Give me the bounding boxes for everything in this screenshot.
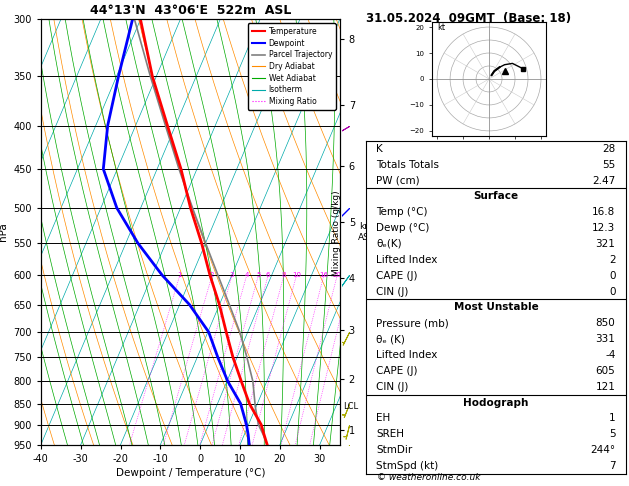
Text: 321: 321 [596,239,615,249]
Text: StmSpd (kt): StmSpd (kt) [377,461,438,471]
Text: 4: 4 [245,272,249,278]
Text: StmDir: StmDir [377,445,413,455]
Text: Temp (°C): Temp (°C) [377,207,428,217]
Text: Totals Totals: Totals Totals [377,160,440,170]
Text: EH: EH [377,414,391,423]
Text: Lifted Index: Lifted Index [377,350,438,360]
Text: Pressure (mb): Pressure (mb) [377,318,449,328]
Text: SREH: SREH [377,429,404,439]
Text: 16: 16 [320,272,328,278]
Text: 2: 2 [210,272,214,278]
Y-axis label: km
ASL: km ASL [358,223,374,242]
Text: 20: 20 [333,272,342,278]
Text: -4: -4 [605,350,615,360]
Text: Lifted Index: Lifted Index [377,255,438,265]
Text: 55: 55 [602,160,615,170]
Text: Dewp (°C): Dewp (°C) [377,223,430,233]
Text: CAPE (J): CAPE (J) [377,271,418,281]
Text: 5: 5 [609,429,615,439]
Text: 0: 0 [609,271,615,281]
Text: 2: 2 [609,255,615,265]
Text: 1: 1 [177,272,182,278]
Legend: Temperature, Dewpoint, Parcel Trajectory, Dry Adiabat, Wet Adiabat, Isotherm, Mi: Temperature, Dewpoint, Parcel Trajectory… [248,23,336,110]
Text: 6: 6 [266,272,270,278]
Text: Mixing Ratio (g/kg): Mixing Ratio (g/kg) [332,191,341,276]
Text: θₑ (K): θₑ (K) [377,334,405,344]
Text: 28: 28 [602,144,615,154]
Title: 44°13'N  43°06'E  522m  ASL: 44°13'N 43°06'E 522m ASL [89,4,291,17]
Text: 605: 605 [596,366,615,376]
Text: 12.3: 12.3 [593,223,615,233]
Text: 16.8: 16.8 [593,207,615,217]
Y-axis label: hPa: hPa [0,223,8,242]
Text: 850: 850 [596,318,615,328]
X-axis label: Dewpoint / Temperature (°C): Dewpoint / Temperature (°C) [116,468,265,478]
Text: LCL: LCL [343,402,358,411]
Text: 8: 8 [282,272,286,278]
Text: 244°: 244° [591,445,615,455]
Text: 121: 121 [596,382,615,392]
Text: θₑ(K): θₑ(K) [377,239,402,249]
Text: 31.05.2024  09GMT  (Base: 18): 31.05.2024 09GMT (Base: 18) [366,12,571,25]
Text: CIN (J): CIN (J) [377,382,409,392]
Text: 1: 1 [609,414,615,423]
Text: CIN (J): CIN (J) [377,287,409,296]
Text: 7: 7 [609,461,615,471]
Text: 5: 5 [256,272,260,278]
Text: 331: 331 [596,334,615,344]
Text: Surface: Surface [474,191,518,201]
Text: K: K [377,144,383,154]
Text: 3: 3 [230,272,235,278]
Text: CAPE (J): CAPE (J) [377,366,418,376]
Text: 0: 0 [609,287,615,296]
Text: © weatheronline.co.uk: © weatheronline.co.uk [377,473,481,482]
Text: Hodograph: Hodograph [464,398,528,408]
Text: 10: 10 [292,272,301,278]
Text: Most Unstable: Most Unstable [454,302,538,312]
Text: kt: kt [437,23,445,32]
Text: PW (cm): PW (cm) [377,175,420,186]
Text: 2.47: 2.47 [593,175,615,186]
